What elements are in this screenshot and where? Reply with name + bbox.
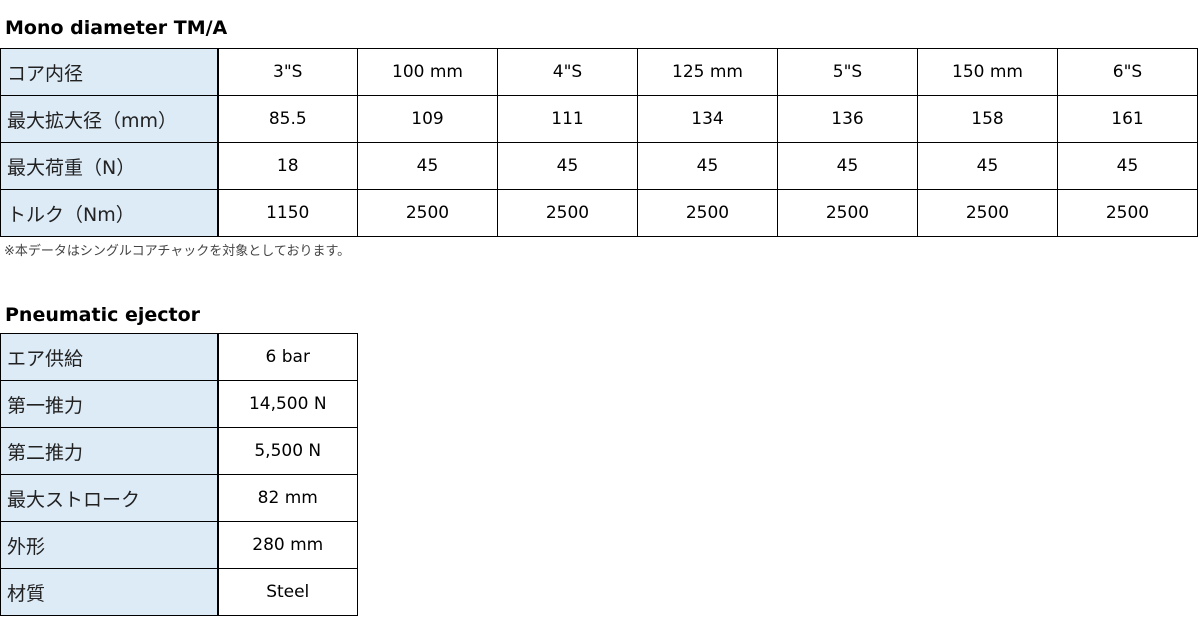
row-label: トルク（Nm）	[0, 189, 219, 237]
table-row: 第二推力 5,500 N	[0, 427, 358, 475]
table-cell: 45	[917, 142, 1058, 190]
table-cell: 111	[497, 95, 638, 143]
table-cell: 2500	[357, 189, 498, 237]
table-row: 第一推力 14,500 N	[0, 380, 358, 428]
table-row: 外形 280 mm	[0, 521, 358, 569]
table-cell: 1150	[217, 189, 358, 237]
table-cell: 2500	[497, 189, 638, 237]
table-row: コア内径 3"S 100 mm 4"S 125 mm 5"S 150 mm 6"S	[0, 48, 1198, 96]
table-cell: 280 mm	[217, 521, 358, 569]
table-cell: 5,500 N	[217, 427, 358, 475]
table-cell: 18	[217, 142, 358, 190]
table-cell: Steel	[217, 568, 358, 616]
table-cell: 14,500 N	[217, 380, 358, 428]
mono-diameter-table: コア内径 3"S 100 mm 4"S 125 mm 5"S 150 mm 6"S 最大拡大径（…	[0, 48, 1198, 237]
table-cell: 158	[917, 95, 1058, 143]
section2-title: Pneumatic ejector	[5, 304, 201, 326]
table-cell: 2500	[1057, 189, 1198, 237]
table-cell: 5"S	[777, 48, 918, 96]
row-label: コア内径	[0, 48, 219, 96]
table-cell: 150 mm	[917, 48, 1058, 96]
table-row: 最大ストローク 82 mm	[0, 474, 358, 522]
row-label: 最大荷重（N）	[0, 142, 219, 190]
table-row: 材質 Steel	[0, 568, 358, 616]
row-label: 第一推力	[0, 380, 219, 428]
row-label: 外形	[0, 521, 219, 569]
table-cell: 161	[1057, 95, 1198, 143]
table-cell: 45	[637, 142, 778, 190]
table-cell: 3"S	[217, 48, 358, 96]
table-cell: 45	[777, 142, 918, 190]
row-label: 材質	[0, 568, 219, 616]
section1-title: Mono diameter TM/A	[5, 17, 228, 39]
table-cell: 85.5	[217, 95, 358, 143]
table-cell: 4"S	[497, 48, 638, 96]
row-label: エア供給	[0, 333, 219, 381]
table-row: エア供給 6 bar	[0, 333, 358, 381]
table-cell: 45	[497, 142, 638, 190]
row-label: 最大拡大径（mm）	[0, 95, 219, 143]
table-cell: 45	[357, 142, 498, 190]
table-cell: 134	[637, 95, 778, 143]
table-cell: 2500	[637, 189, 778, 237]
table-cell: 109	[357, 95, 498, 143]
table-row: 最大荷重（N） 18 45 45 45 45 45 45	[0, 142, 1198, 190]
table-cell: 125 mm	[637, 48, 778, 96]
table-cell: 2500	[917, 189, 1058, 237]
table-note: ※本データはシングルコアチャックを対象としております。	[4, 244, 351, 259]
pneumatic-ejector-table: エア供給 6 bar 第一推力 14,500 N 第二推力 5,500 N 最大ストローク 8…	[0, 333, 358, 616]
row-label: 最大ストローク	[0, 474, 219, 522]
table-cell: 2500	[777, 189, 918, 237]
table-row: トルク（Nm） 1150 2500 2500 2500 2500 2500 2500	[0, 189, 1198, 237]
table-cell: 6"S	[1057, 48, 1198, 96]
table-cell: 136	[777, 95, 918, 143]
table-cell: 6 bar	[217, 333, 358, 381]
table-cell: 82 mm	[217, 474, 358, 522]
row-label: 第二推力	[0, 427, 219, 475]
table-cell: 100 mm	[357, 48, 498, 96]
table-cell: 45	[1057, 142, 1198, 190]
table-row: 最大拡大径（mm） 85.5 109 111 134 136 158 161	[0, 95, 1198, 143]
